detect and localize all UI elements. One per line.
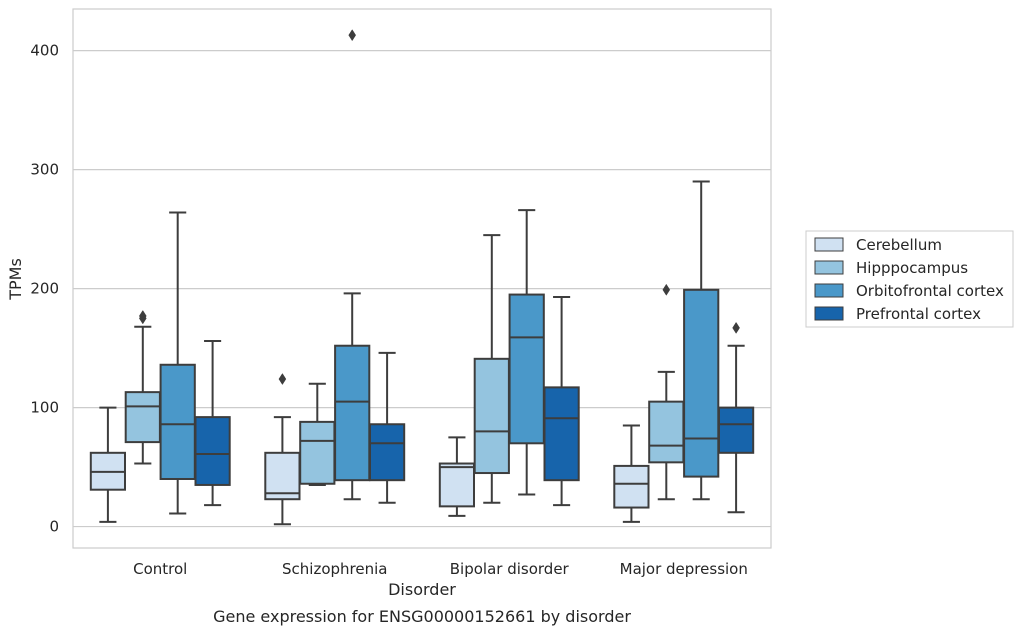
- x-axis-label: Disorder: [388, 580, 456, 599]
- box-iqr: [613, 464, 650, 509]
- box-plot: [194, 339, 231, 507]
- x-tick-label: Schizophrenia: [282, 560, 387, 578]
- box-plot: [543, 295, 580, 507]
- y-tick-label: 200: [30, 280, 59, 298]
- plot-area-border: [72, 8, 772, 549]
- legend-label: Orbitofrontal cortex: [856, 282, 1004, 300]
- chart-caption: Gene expression for ENSG00000152661 by d…: [213, 607, 631, 626]
- box-iqr: [299, 420, 336, 485]
- y-tick-label: 100: [30, 399, 59, 417]
- legend-swatch: [814, 260, 844, 275]
- box-plot: [473, 234, 510, 504]
- box-iqr: [438, 462, 476, 508]
- box-plot: [334, 29, 371, 501]
- box-plot: [299, 382, 336, 486]
- box-iqr: [508, 293, 545, 445]
- box-plot: [438, 436, 476, 517]
- y-tick-label: 0: [49, 518, 59, 536]
- box-plot: [89, 406, 127, 523]
- box-plot: [264, 373, 301, 526]
- box-plot: [124, 310, 161, 465]
- legend-swatch: [814, 283, 844, 298]
- box-iqr: [194, 416, 231, 486]
- legend-swatch: [814, 237, 844, 252]
- box-plot: [368, 351, 406, 504]
- legend: Cerebellum Hipppocampus Orbitofrontal cort…: [805, 230, 1014, 328]
- box-iqr: [683, 288, 720, 478]
- box-iqr: [124, 391, 161, 444]
- x-tick-label: Bipolar disorder: [450, 560, 570, 578]
- legend-label: Prefrontal cortex: [856, 305, 981, 323]
- box-iqr: [473, 357, 510, 475]
- box-iqr: [368, 423, 406, 482]
- box-plot: [648, 283, 685, 501]
- outlier-point: [278, 373, 287, 386]
- outlier-point: [139, 310, 147, 322]
- outlier-point: [662, 283, 671, 296]
- x-tick-label: Control: [133, 560, 187, 578]
- box-plot: [717, 321, 755, 514]
- y-axis-label: TPMs: [6, 258, 25, 301]
- x-tick-labels: Control Schizophrenia Bipolar disorder Majo…: [133, 560, 748, 578]
- y-tick-labels: 0 100 200 300 400: [30, 42, 59, 536]
- box-iqr: [717, 406, 755, 454]
- x-tick-label: Major depression: [620, 560, 748, 578]
- box-iqr: [648, 400, 685, 464]
- box-plot: [508, 209, 545, 496]
- y-tick-label: 400: [30, 42, 59, 60]
- box-plots: [89, 29, 755, 526]
- box-plot: [613, 424, 650, 523]
- box-iqr: [264, 451, 301, 501]
- legend-swatch: [814, 306, 844, 321]
- box-iqr: [543, 386, 580, 482]
- legend-label: Cerebellum: [856, 236, 942, 254]
- legend-label: Hipppocampus: [856, 259, 968, 277]
- box-iqr: [334, 344, 371, 482]
- box-plot: [159, 211, 196, 515]
- y-tick-label: 300: [30, 161, 59, 179]
- outlier-point: [348, 29, 356, 42]
- outlier-point: [732, 321, 740, 334]
- box-plot: [683, 180, 720, 501]
- box-iqr: [159, 363, 196, 480]
